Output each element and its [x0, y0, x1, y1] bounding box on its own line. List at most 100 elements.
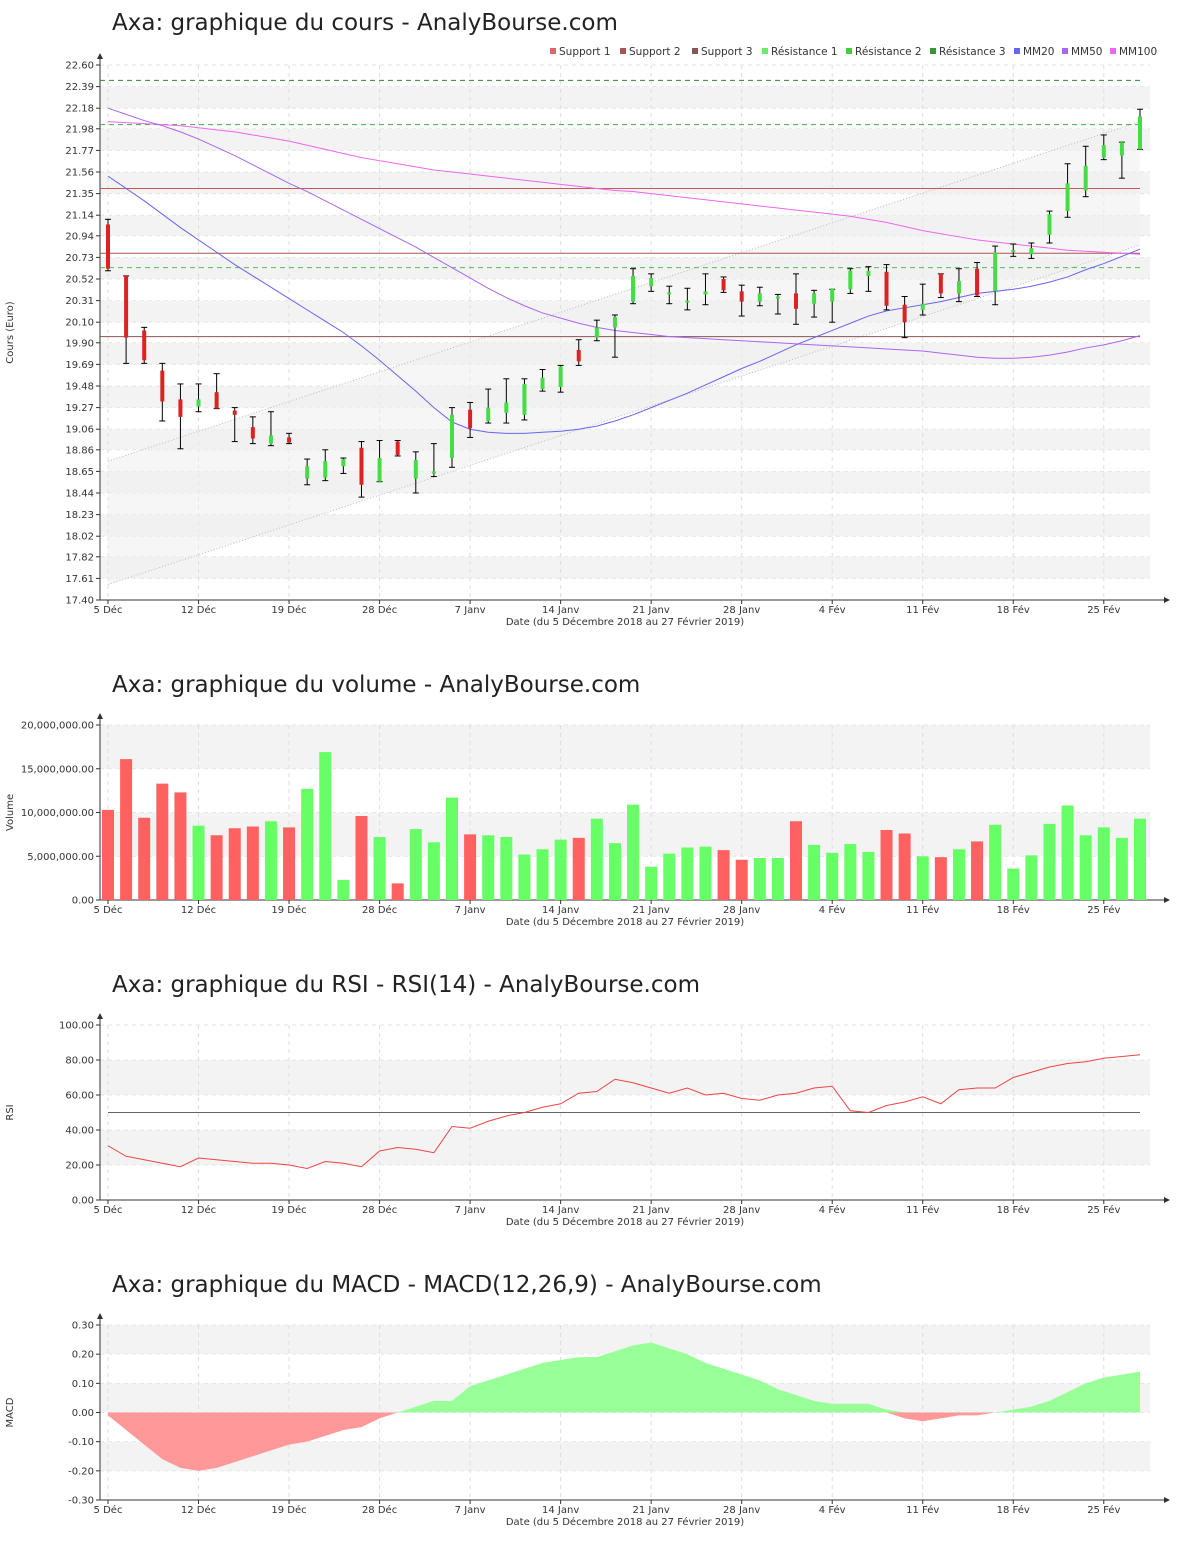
candle-body: [450, 414, 454, 459]
price-ytick-label: 19.06: [65, 425, 94, 436]
volume-bar: [1061, 805, 1074, 900]
candle-body: [956, 281, 961, 294]
volume-bar: [627, 804, 640, 900]
candle-body: [1029, 248, 1034, 255]
price-xtick-label: 7 Janv: [455, 605, 486, 616]
price-ytick-label: 22.18: [65, 104, 94, 115]
legend-label: Support 1: [559, 46, 611, 58]
candle-body: [920, 303, 925, 310]
volume-bar: [898, 833, 911, 900]
mm100-line: [107, 121, 1141, 255]
legend-swatch: [1110, 48, 1116, 54]
macd-ytick-label: 0.20: [72, 1350, 94, 1361]
volume-bar: [102, 809, 114, 900]
candle-body: [142, 330, 147, 361]
rsi-x-axis-label: Date (du 5 Décembre 2018 au 27 Février 2…: [506, 1216, 744, 1228]
legend-label: Support 2: [629, 46, 681, 58]
rsi-ytick-label: 100.00: [59, 1021, 94, 1032]
volume-bar: [210, 835, 223, 900]
volume-xtick-label: 21 Janv: [633, 905, 670, 916]
price-ytick-label: 18.86: [65, 445, 94, 456]
legend-label: MM50: [1071, 46, 1102, 58]
price-ytick-label: 22.60: [65, 61, 94, 72]
rsi-xtick-label: 4 Fév: [819, 1204, 846, 1216]
candle-body: [631, 275, 636, 302]
volume-bar: [536, 849, 549, 900]
volume-bar: [192, 825, 205, 900]
price-channel-area: [108, 121, 1140, 585]
candle-body: [739, 291, 744, 302]
rsi-x-arrow: [1164, 1197, 1170, 1203]
volume-bar: [409, 829, 422, 900]
price-ytick-label: 21.35: [65, 189, 94, 200]
price-xtick-label: 18 Fév: [997, 604, 1030, 616]
macd-ytick-label: -0.30: [68, 1496, 94, 1507]
macd-xtick-label: 18 Fév: [997, 1504, 1030, 1516]
volume-bar: [554, 839, 567, 900]
macd-xtick-label: 19 Déc: [271, 1504, 306, 1516]
candle-body: [558, 366, 563, 388]
price-band: [100, 86, 1150, 109]
candle-body: [232, 410, 237, 415]
macd-xtick-label: 14 Janv: [542, 1505, 579, 1516]
volume-bar: [880, 830, 893, 900]
price-xtick-label: 28 Janv: [723, 605, 760, 616]
legend-label: Résistance 2: [855, 46, 922, 58]
candle-body: [486, 407, 491, 421]
macd-xtick-label: 28 Déc: [362, 1504, 397, 1516]
volume-bar: [301, 788, 314, 900]
macd-xtick-label: 12 Déc: [181, 1504, 216, 1516]
price-ytick-label: 20.94: [65, 231, 94, 242]
rsi-ytick-label: 0.00: [72, 1196, 94, 1207]
volume-bar: [264, 821, 277, 900]
candle-body: [341, 459, 346, 467]
volume-bar: [391, 883, 404, 900]
macd-ytick-label: 0.00: [72, 1408, 94, 1419]
candle-body: [540, 377, 545, 390]
price-xtick-label: 28 Déc: [362, 604, 397, 616]
price-ytick-label: 19.48: [65, 382, 94, 393]
price-ytick-label: 21.77: [65, 146, 94, 157]
volume-bar: [808, 844, 821, 900]
volume-bar: [120, 759, 133, 900]
macd-ytick-label: -0.20: [68, 1466, 94, 1477]
rsi-xtick-label: 7 Janv: [455, 1205, 486, 1216]
price-ytick-label: 17.82: [65, 552, 94, 563]
price-ytick-label: 19.90: [65, 338, 94, 349]
price-chart-title: Axa: graphique du cours - AnalyBourse.co…: [112, 10, 618, 36]
candle-body: [1011, 250, 1016, 253]
volume-bar: [989, 824, 1002, 900]
price-ytick-label: 20.52: [65, 275, 94, 286]
volume-chart-title: Axa: graphique du volume - AnalyBourse.c…: [112, 672, 641, 698]
candle-body: [576, 349, 581, 362]
macd-positive-area: [108, 1342, 1140, 1413]
volume-xtick-label: 18 Fév: [997, 904, 1030, 916]
volume-xtick-label: 28 Janv: [723, 905, 760, 916]
rsi-xtick-label: 19 Déc: [271, 1204, 306, 1216]
price-ytick-label: 19.27: [65, 403, 94, 414]
volume-bar: [1097, 827, 1110, 900]
volume-bar: [500, 837, 513, 900]
price-ytick-label: 22.39: [65, 82, 94, 93]
volume-bar: [590, 818, 603, 900]
candle-body: [395, 441, 400, 455]
legend-swatch: [1014, 48, 1020, 54]
rsi-line: [107, 1054, 1141, 1170]
volume-bar: [518, 854, 531, 900]
macd-y-axis-label: MACD: [5, 1397, 16, 1427]
volume-bar: [645, 866, 658, 900]
rsi-xtick-label: 21 Janv: [633, 1205, 670, 1216]
volume-bar: [934, 857, 947, 900]
candle-body: [703, 291, 708, 295]
volume-bar: [446, 797, 458, 900]
volume-bar: [337, 879, 350, 900]
candle-body: [1047, 214, 1052, 235]
candle-body: [649, 277, 654, 287]
rsi-xtick-label: 5 Déc: [94, 1204, 123, 1216]
volume-bar: [971, 841, 984, 900]
rsi-chart-panel: Axa: graphique du RSI - RSI(14) - AnalyB…: [0, 960, 1200, 1240]
volume-bar: [138, 817, 151, 900]
macd-xtick-label: 7 Janv: [455, 1505, 486, 1516]
price-chart: 17.40 17.61 17.82 18.02 18.23 18.44 18.65 18.86…: [5, 46, 1170, 628]
volume-bar: [246, 826, 259, 900]
